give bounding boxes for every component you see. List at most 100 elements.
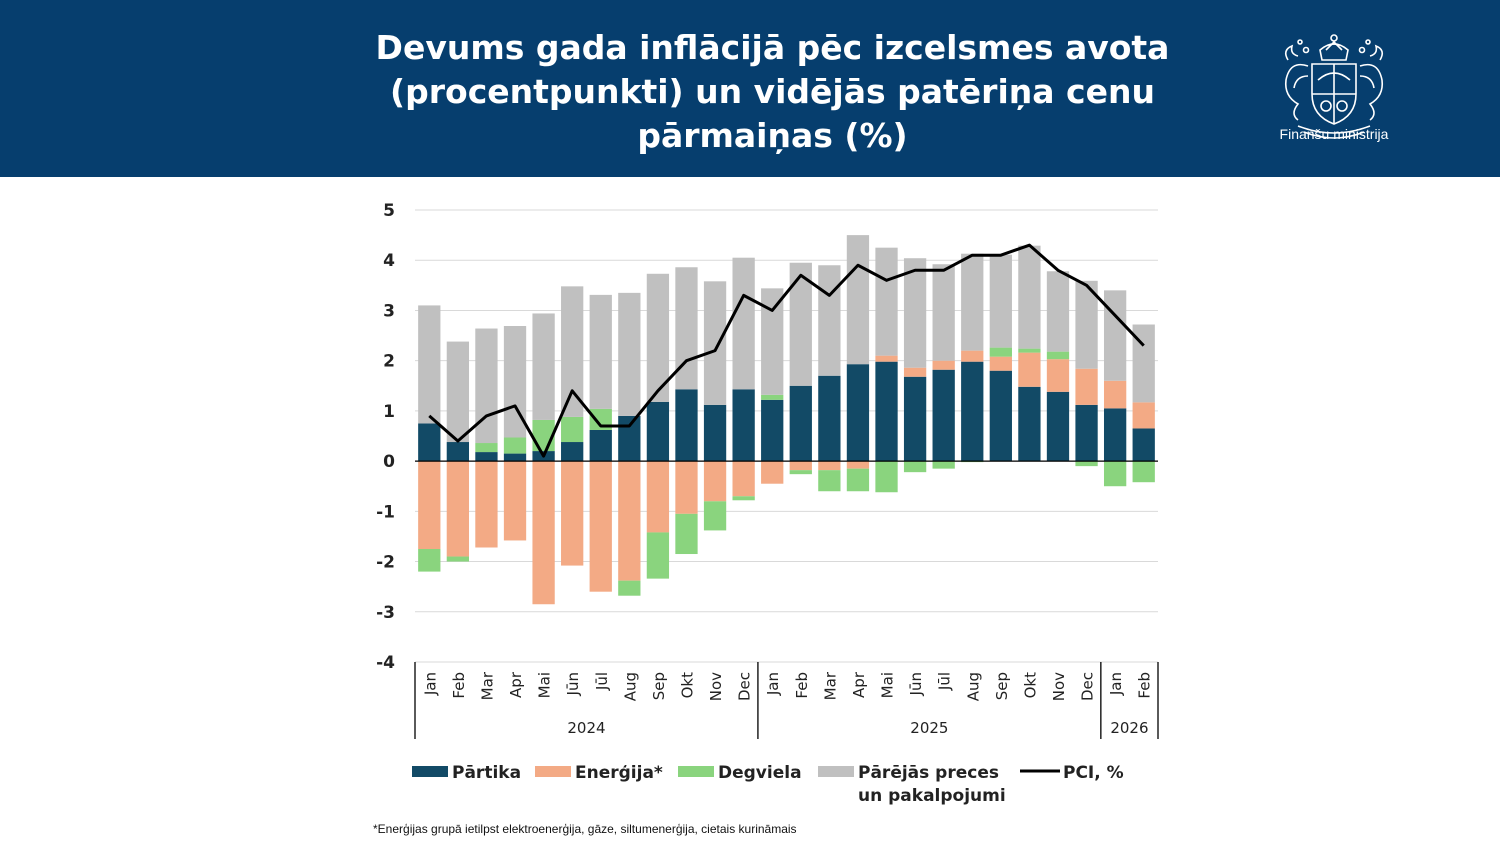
bar-segment: [561, 442, 584, 462]
bar-segment: [1103, 408, 1127, 462]
bar-segment: [903, 258, 927, 368]
bar-segment: [418, 461, 441, 549]
bar-segment: [503, 437, 527, 454]
bar-segment: [589, 429, 612, 462]
bar-segment: [846, 364, 870, 462]
bar-segment: [446, 461, 470, 557]
bar-segment: [961, 253, 984, 351]
bar-segment: [703, 404, 727, 462]
legend-swatch: [818, 766, 854, 777]
legend-label: Pārējās preces: [858, 763, 999, 783]
bar-segment: [818, 470, 841, 492]
legend-swatch: [535, 766, 571, 777]
bar-segment: [846, 235, 870, 365]
bar-segment: [989, 254, 1012, 348]
bar-segment: [446, 442, 470, 462]
bar-segment: [1018, 348, 1041, 353]
x-tick-label: Feb: [1136, 672, 1154, 699]
x-tick-label: Sep: [993, 672, 1011, 700]
bar-segment: [561, 416, 584, 443]
header-banner: Devums gada inflācijā pēc izcelsmes avot…: [0, 0, 1500, 177]
x-tick-label: Apr: [850, 671, 868, 698]
bar-segment: [932, 264, 955, 361]
bar-segment: [475, 461, 498, 548]
x-tick-label: Feb: [450, 672, 468, 699]
bar-segment: [961, 350, 984, 362]
x-tick-label: Mar: [478, 671, 496, 700]
bar-segment: [761, 461, 784, 484]
bar-segment: [475, 443, 498, 453]
y-tick-label: -4: [376, 653, 395, 673]
bar-segment: [503, 326, 527, 438]
x-tick-label: Apr: [507, 671, 525, 698]
bar-segment: [732, 389, 755, 462]
bar-segment: [1132, 402, 1155, 429]
bar-segment: [646, 401, 670, 462]
bar-segment: [1075, 368, 1098, 405]
bar-segment: [761, 288, 784, 395]
x-tick-label: Aug: [964, 672, 982, 701]
footnote: *Enerģijas grupā ietilpst elektroenerģij…: [373, 822, 797, 836]
bar-segment: [475, 452, 498, 462]
bar-segment: [703, 501, 727, 531]
bar-segment: [418, 549, 441, 572]
bar-segment: [1046, 351, 1070, 360]
bar-segment: [446, 341, 470, 443]
bar-segment: [418, 423, 441, 462]
bar-segment: [475, 328, 498, 444]
bar-segment: [732, 257, 755, 390]
y-tick-label: -1: [376, 502, 395, 522]
x-tick-label: Okt: [678, 672, 696, 698]
bar-segment: [1103, 290, 1127, 381]
bar-segment: [846, 468, 870, 492]
bar-segment: [903, 367, 927, 377]
bar-segment: [989, 356, 1012, 371]
bar-segment: [761, 394, 784, 400]
bar-segment: [875, 461, 898, 493]
legend-label: Degviela: [718, 763, 802, 783]
y-tick-label: -2: [376, 553, 395, 573]
bar-segment: [875, 247, 898, 356]
bar-segment: [903, 376, 927, 462]
logo-text: Finanšu ministrija: [1279, 126, 1389, 142]
bar-segment: [846, 461, 870, 469]
bar-segment: [761, 399, 784, 462]
bar-segment: [875, 361, 898, 462]
x-tick-label: Jūn: [564, 672, 582, 696]
year-label: 2024: [567, 719, 605, 737]
bar-segment: [1103, 380, 1127, 409]
bar-segment: [561, 461, 584, 566]
bar-segment: [789, 461, 812, 471]
x-tick-label: Jan: [1107, 672, 1125, 696]
y-tick-label: -3: [376, 603, 395, 623]
bar-segment: [503, 461, 527, 541]
bar-segment: [646, 532, 670, 579]
stacked-bar-line-chart: 5 4 3 2 1 0 -1 -2 -3 -4 Jan Feb Mar Apr Mai Jūn Jūl Aug Se…: [376, 201, 1159, 806]
bar-segment: [618, 580, 641, 596]
bar-segment: [789, 262, 812, 386]
bar-segment: [1018, 386, 1041, 462]
x-tick-label: Okt: [1021, 672, 1039, 698]
x-tick-label: Nov: [1050, 672, 1068, 701]
legend-label: un pakalpojumi: [858, 786, 1006, 806]
x-tick-label: Jan: [764, 672, 782, 696]
bar-segment: [1018, 245, 1041, 349]
bar-segment: [646, 273, 670, 402]
bar-segment: [1132, 428, 1155, 462]
y-tick-label: 3: [383, 301, 395, 321]
bar-segment: [789, 470, 812, 475]
y-tick-label: 4: [383, 251, 395, 271]
x-tick-label: Jūl: [936, 672, 954, 691]
bar-segment: [932, 369, 955, 462]
legend-swatch: [412, 766, 448, 777]
year-label: 2026: [1110, 719, 1148, 737]
coat-of-arms-icon: [1284, 34, 1384, 139]
bar-segment: [675, 513, 698, 555]
bar-segment: [1075, 280, 1098, 369]
x-tick-label: Feb: [793, 672, 811, 699]
pci-line: [428, 243, 1145, 458]
y-tick-label: 1: [383, 402, 395, 422]
bar-segment: [561, 286, 584, 417]
bar-segment: [789, 385, 812, 462]
x-tick-label: Mar: [821, 671, 839, 700]
